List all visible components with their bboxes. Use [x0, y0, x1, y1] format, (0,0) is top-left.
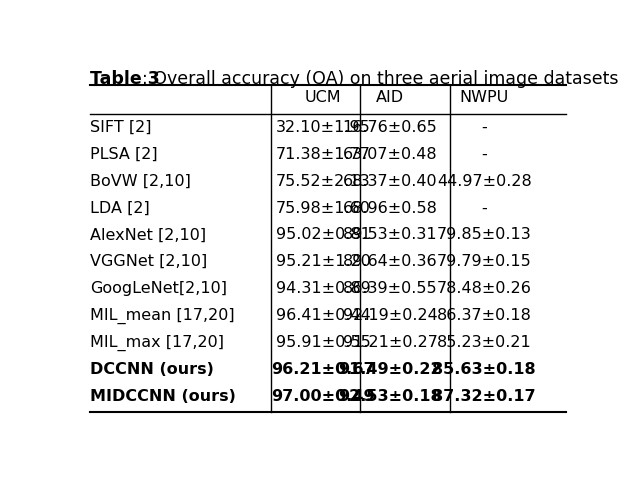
Text: 32.10±1.95: 32.10±1.95: [276, 120, 371, 135]
Text: 95.91±0.55: 95.91±0.55: [276, 335, 371, 350]
Text: NWPU: NWPU: [460, 90, 509, 106]
Text: 71.38±1.77: 71.38±1.77: [276, 147, 371, 162]
Text: MIDCCNN (ours): MIDCCNN (ours): [90, 389, 236, 403]
Text: 44.97±0.28: 44.97±0.28: [437, 174, 532, 189]
Text: MIL_mean [17,20]: MIL_mean [17,20]: [90, 308, 234, 324]
Text: SIFT [2]: SIFT [2]: [90, 120, 152, 135]
Text: 92.53±0.18: 92.53±0.18: [338, 389, 442, 403]
Text: 96.21±0.67: 96.21±0.67: [271, 362, 375, 377]
Text: 95.21±1.20: 95.21±1.20: [276, 254, 371, 269]
Text: MIL_max [17,20]: MIL_max [17,20]: [90, 335, 224, 351]
Text: 79.85±0.13: 79.85±0.13: [437, 228, 532, 242]
Text: AlexNet [2,10]: AlexNet [2,10]: [90, 228, 206, 242]
Text: 91.21±0.27: 91.21±0.27: [342, 335, 437, 350]
Text: DCCNN (ours): DCCNN (ours): [90, 362, 214, 377]
Text: 89.53±0.31: 89.53±0.31: [342, 228, 437, 242]
Text: 89.64±0.36: 89.64±0.36: [342, 254, 437, 269]
Text: 92.19±0.24: 92.19±0.24: [342, 308, 437, 323]
Text: 78.48±0.26: 78.48±0.26: [437, 281, 532, 296]
Text: -: -: [481, 147, 487, 162]
Text: : Overall accuracy (OA) on three aerial image datasets: : Overall accuracy (OA) on three aerial …: [142, 70, 618, 88]
Text: BoVW [2,10]: BoVW [2,10]: [90, 174, 191, 189]
Text: 86.39±0.55: 86.39±0.55: [342, 281, 437, 296]
Text: 96.41±0.44: 96.41±0.44: [276, 308, 371, 323]
Text: 87.32±0.17: 87.32±0.17: [433, 389, 536, 403]
Text: PLSA [2]: PLSA [2]: [90, 147, 157, 162]
Text: AID: AID: [376, 90, 404, 106]
Text: VGGNet [2,10]: VGGNet [2,10]: [90, 254, 207, 269]
Text: 97.00±0.49: 97.00±0.49: [271, 389, 375, 403]
Text: 91.49±0.22: 91.49±0.22: [338, 362, 442, 377]
Text: 95.02±0.81: 95.02±0.81: [276, 228, 371, 242]
Text: 75.98±1.60: 75.98±1.60: [276, 201, 371, 216]
Text: -: -: [481, 120, 487, 135]
Text: 68.96±0.58: 68.96±0.58: [342, 201, 437, 216]
Text: 79.79±0.15: 79.79±0.15: [437, 254, 532, 269]
Text: 16.76±0.65: 16.76±0.65: [342, 120, 437, 135]
Text: Table 3: Table 3: [90, 70, 159, 88]
Text: 85.63±0.18: 85.63±0.18: [433, 362, 536, 377]
Text: 94.31±0.89: 94.31±0.89: [276, 281, 371, 296]
Text: LDA [2]: LDA [2]: [90, 201, 150, 216]
Text: 86.37±0.18: 86.37±0.18: [437, 308, 532, 323]
Text: 85.23±0.21: 85.23±0.21: [437, 335, 532, 350]
Text: UCM: UCM: [305, 90, 341, 106]
Text: 68.37±0.40: 68.37±0.40: [342, 174, 437, 189]
Text: -: -: [481, 201, 487, 216]
Text: 63.07±0.48: 63.07±0.48: [342, 147, 437, 162]
Text: 75.52±2.13: 75.52±2.13: [276, 174, 371, 189]
Text: GoogLeNet[2,10]: GoogLeNet[2,10]: [90, 281, 227, 296]
